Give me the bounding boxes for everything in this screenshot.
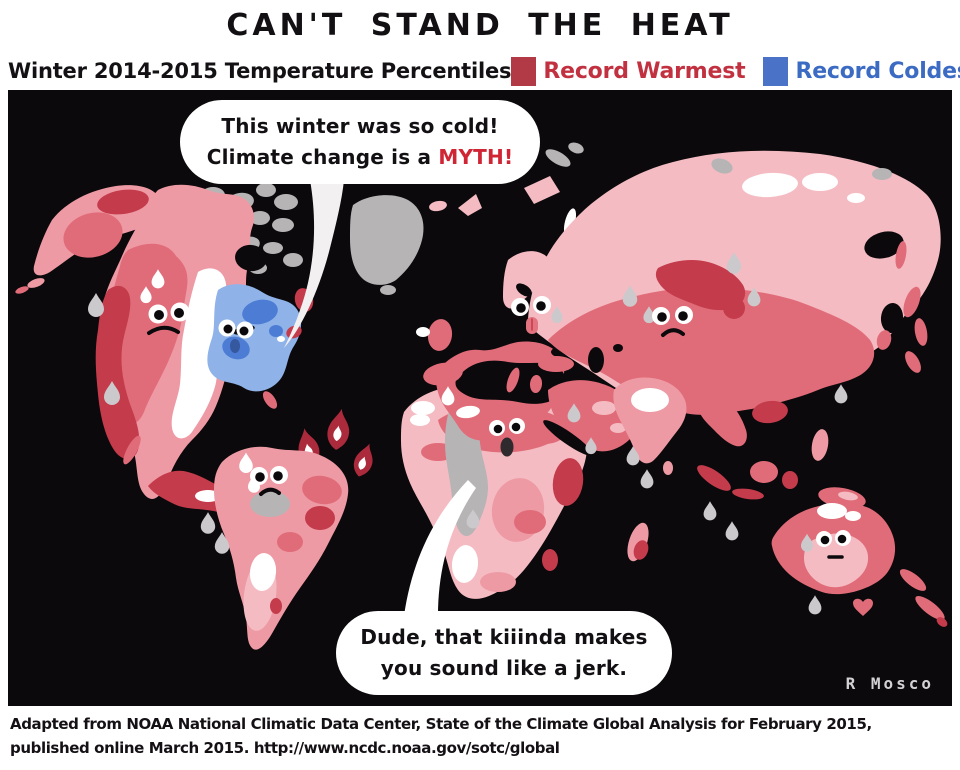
scandinavia: [503, 251, 552, 309]
korea: [876, 330, 892, 350]
red-sea: [543, 420, 593, 456]
japan: [903, 286, 921, 318]
face-africa: [489, 418, 525, 457]
new-zealand-north: [899, 569, 927, 591]
tasmania: [853, 598, 873, 616]
world-map-panel: This winter was so cold! Climate change …: [8, 90, 952, 706]
new-zealand-south: [915, 595, 945, 621]
japan: [905, 351, 921, 373]
anatolia: [538, 356, 574, 372]
sweat-drop: [200, 512, 216, 534]
attribution-line-2: published online March 2015. http://www.…: [10, 739, 560, 757]
borneo: [750, 461, 778, 483]
baltic-sea: [516, 283, 532, 297]
siberia-record-warm-blob: [655, 260, 746, 311]
artist-signature: R Mosco: [845, 674, 934, 693]
record-cold-region: [207, 284, 302, 392]
face-asia: [652, 306, 693, 337]
denier-bubble-tail: [284, 180, 344, 348]
sweat-drop: [640, 469, 654, 489]
bubble-line: Dude, that kiiinda makes: [360, 625, 648, 649]
bubble-line: This winter was so cold!: [221, 114, 499, 138]
speech-bubble-reply: Dude, that kiiinda makes you sound like …: [336, 611, 672, 695]
world-map: [15, 142, 948, 650]
speech-tails: [284, 180, 476, 616]
greece: [529, 375, 543, 393]
faces: [147, 296, 851, 559]
face-australia: [816, 530, 851, 559]
bubble-line: Climate change is a MYTH!: [206, 145, 514, 169]
record-warmest-swatch: [511, 56, 537, 86]
sri-lanka: [663, 461, 673, 475]
sweat-drop: [725, 521, 739, 541]
record-warmest-label: Record Warmest: [543, 58, 746, 84]
europe: [416, 176, 577, 441]
java: [732, 488, 764, 500]
iceland: [429, 200, 447, 212]
south-america: [214, 446, 349, 650]
australia-oceania: [771, 503, 948, 627]
sweat-drop: [834, 384, 848, 404]
face-south-america: [250, 466, 288, 496]
sulawesi: [782, 471, 798, 489]
record-coldest-swatch: [763, 56, 789, 86]
bubble-line: you sound like a jerk.: [380, 656, 628, 680]
united-kingdom: [427, 319, 453, 351]
greenland: [350, 195, 424, 285]
sweat-drop: [88, 293, 104, 317]
sakhalin: [895, 241, 907, 269]
source-attribution: Adapted from NOAA National Climatic Data…: [10, 712, 872, 760]
legend-item-warmest: Record Warmest: [511, 56, 746, 86]
italy: [506, 367, 520, 393]
philippines: [811, 429, 829, 461]
reply-bubble-tail: [404, 480, 476, 616]
speech-bubble-denier: This winter was so cold! Climate change …: [180, 100, 540, 184]
legend: Winter 2014-2015 Temperature Percentiles…: [8, 54, 960, 88]
asia: [528, 150, 941, 509]
iberia: [423, 362, 463, 386]
page-title: CAN'T STAND THE HEAT: [226, 8, 734, 43]
sweat-drop: [808, 595, 822, 615]
face-europe: [511, 296, 551, 334]
japan: [914, 318, 928, 346]
sweat-drop: [703, 501, 717, 521]
indochina: [697, 396, 747, 447]
face-eastern-north-america-cold: [218, 319, 254, 353]
myth-highlight: MYTH!: [438, 145, 514, 169]
legend-item-coldest: Record Coldest: [763, 56, 960, 86]
sumatra: [697, 465, 731, 491]
attribution-line-1: Adapted from NOAA National Climatic Data…: [10, 715, 872, 733]
map-subtitle: Winter 2014-2015 Temperature Percentiles: [8, 59, 512, 83]
face-western-north-america: [147, 302, 190, 335]
record-coldest-label: Record Coldest: [795, 58, 960, 84]
